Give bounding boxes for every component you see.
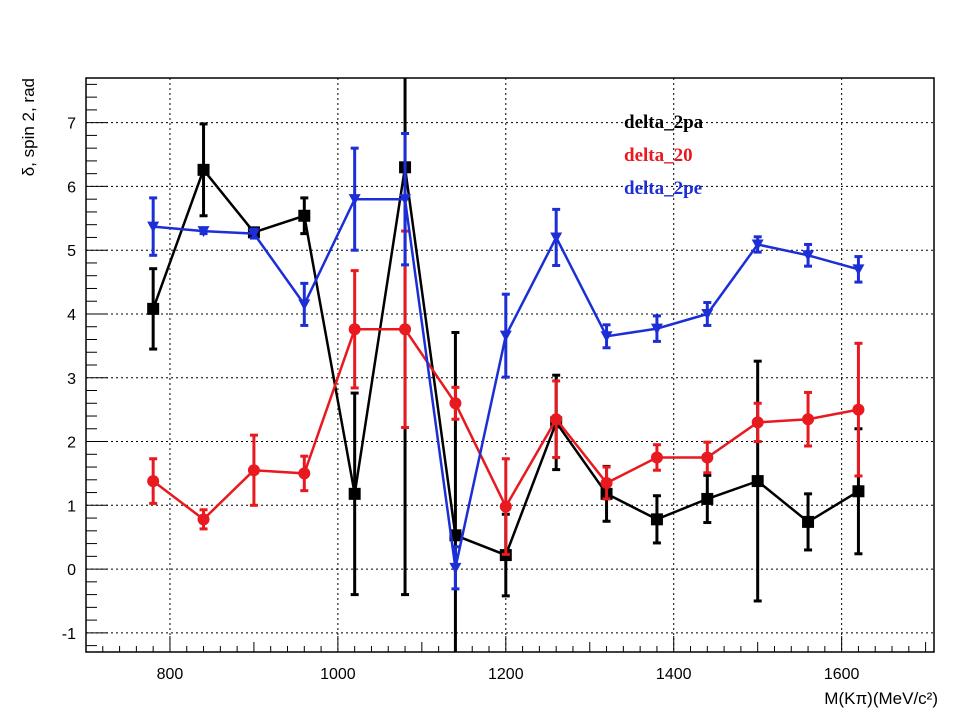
y-tick-label: 5 [67, 243, 76, 260]
y-tick-label: 0 [67, 562, 76, 579]
data-point [147, 302, 160, 315]
data-point [348, 323, 361, 336]
series-delta_20 [147, 229, 865, 556]
data-point [802, 413, 815, 426]
data-point [701, 451, 714, 464]
axis-ticks [86, 83, 927, 652]
data-point [751, 475, 764, 488]
y-tick-label: -1 [62, 626, 76, 643]
data-point [600, 331, 613, 343]
data-point [247, 464, 260, 477]
data-point [852, 485, 865, 498]
data-point [852, 403, 865, 416]
data-point [751, 239, 764, 251]
legend-entry-delta_2pa: delta_2pa [624, 112, 704, 133]
data-point [247, 228, 260, 240]
data-point [197, 163, 210, 176]
data-point [751, 416, 764, 429]
data-point [701, 492, 714, 505]
data-point [802, 515, 815, 528]
data-point [298, 209, 311, 222]
y-tick-labels: -1 0 1 2 3 4 5 6 7 [62, 116, 76, 643]
data-point [550, 232, 563, 244]
data-point [399, 194, 412, 206]
y-tick-label: 3 [67, 371, 76, 388]
data-point [298, 299, 311, 311]
data-point [197, 226, 210, 238]
x-tick-labels: 800 1000 1200 1400 1600 [157, 666, 860, 683]
data-point [499, 330, 512, 342]
legend-entry-delta_20: delta_20 [624, 145, 693, 166]
data-point [802, 250, 815, 262]
data-point [650, 323, 663, 335]
x-tick-label: 1000 [320, 666, 356, 683]
data-point [701, 308, 714, 320]
data-point [499, 500, 512, 513]
y-tick-label: 4 [67, 307, 76, 324]
x-tick-label: 1200 [488, 666, 524, 683]
data-point [147, 221, 160, 233]
data-point [650, 513, 663, 526]
y-tick-label: 1 [67, 498, 76, 515]
x-axis-title: M(Kπ)(MeV/c²) [824, 689, 938, 708]
series-layer [147, 78, 865, 652]
data-point [197, 513, 210, 526]
data-point [298, 467, 311, 480]
plot-frame [85, 77, 935, 653]
data-point [852, 264, 865, 276]
data-point [147, 475, 160, 488]
legend: delta_2pa delta_20 delta_2pe [624, 112, 704, 199]
y-tick-label: 6 [67, 179, 76, 196]
y-tick-label: 7 [67, 116, 76, 133]
series-delta_2pe [147, 131, 865, 591]
y-tick-label: 2 [67, 435, 76, 452]
grid [86, 78, 934, 652]
data-point [348, 194, 361, 206]
y-axis-title: δ, spin 2, rad [19, 78, 38, 176]
data-point [399, 323, 412, 336]
x-tick-label: 1600 [824, 666, 860, 683]
x-tick-label: 1400 [656, 666, 692, 683]
data-point [449, 397, 462, 410]
data-point [650, 451, 663, 464]
data-point [449, 562, 462, 574]
legend-entry-delta_2pe: delta_2pe [624, 178, 702, 199]
data-point [550, 413, 563, 426]
x-tick-label: 800 [157, 666, 184, 683]
data-point [600, 476, 613, 489]
data-point [348, 487, 361, 500]
